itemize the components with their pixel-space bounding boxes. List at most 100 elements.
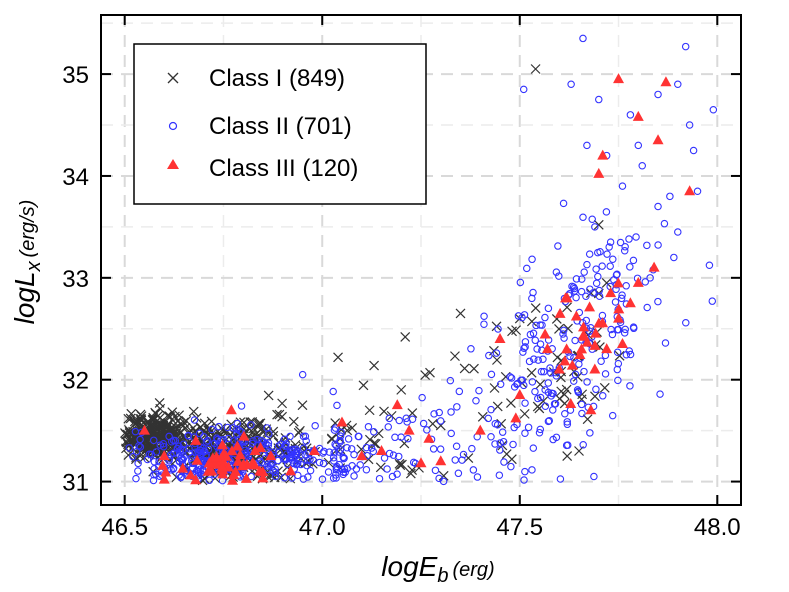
point-class-ii-701-579 xyxy=(599,392,607,400)
point-class-i-849-504 xyxy=(254,420,264,431)
point-class-ii-701-442 xyxy=(547,369,555,377)
point-class-ii-701-560 xyxy=(632,233,640,241)
point-class-ii-701-554 xyxy=(582,316,591,325)
point-class-ii-701-193 xyxy=(201,447,209,455)
x-axis-title-unit: (erg) xyxy=(452,559,494,581)
point-class-ii-701-401 xyxy=(453,403,461,411)
point-class-ii-701-617 xyxy=(654,241,662,249)
point-class-iii-120-0 xyxy=(160,466,172,477)
point-class-ii-701-625 xyxy=(656,390,664,398)
point-class-ii-701-651 xyxy=(654,202,662,211)
point-class-ii-701-477 xyxy=(536,321,544,329)
point-class-ii-701-634 xyxy=(685,121,694,129)
point-class-ii-701-490 xyxy=(516,278,525,287)
point-class-ii-701-543 xyxy=(626,350,635,359)
point-class-ii-701-590 xyxy=(613,325,622,334)
point-class-ii-701-616 xyxy=(572,275,581,283)
point-class-iii-120-58 xyxy=(559,355,571,366)
point-class-ii-701-137 xyxy=(247,421,255,429)
point-class-ii-701-391 xyxy=(370,428,378,436)
point-class-i-849-577 xyxy=(450,351,460,362)
point-class-ii-701-510 xyxy=(526,330,535,339)
point-class-iii-120-52 xyxy=(613,303,625,314)
point-class-iii-120-47 xyxy=(554,307,566,318)
point-class-ii-701-511 xyxy=(494,325,502,333)
point-class-ii-701-370 xyxy=(362,465,371,474)
point-class-i-849-530 xyxy=(407,465,418,476)
point-class-ii-701-542 xyxy=(654,297,662,306)
point-class-ii-701-212 xyxy=(330,457,338,465)
point-class-i-849-536 xyxy=(373,428,384,439)
point-class-iii-120-75 xyxy=(605,287,617,298)
point-class-iii-120-38 xyxy=(240,472,252,483)
point-class-i-849-533 xyxy=(369,360,380,371)
point-class-ii-701-184 xyxy=(150,471,158,479)
point-class-iii-120-93 xyxy=(391,399,403,410)
point-class-ii-701-552 xyxy=(595,286,604,295)
point-class-ii-701-333 xyxy=(344,435,353,443)
point-class-ii-701-323 xyxy=(293,447,301,456)
point-class-ii-701-238 xyxy=(267,459,276,468)
point-class-i-849-274 xyxy=(158,420,169,431)
point-class-ii-701-641 xyxy=(670,253,678,262)
y-tick-label: 32 xyxy=(62,368,89,395)
point-class-ii-701-396 xyxy=(384,423,393,431)
point-class-iii-120-51 xyxy=(612,277,624,288)
point-class-ii-701-422 xyxy=(579,441,587,449)
point-class-ii-701-130 xyxy=(169,436,178,445)
point-class-ii-701-501 xyxy=(480,312,488,320)
point-class-ii-701-420 xyxy=(549,406,557,414)
point-class-i-849-603 xyxy=(614,350,625,361)
point-class-ii-701-512 xyxy=(608,411,617,420)
point-class-i-849-622 xyxy=(364,405,375,416)
point-class-ii-701-472 xyxy=(496,446,504,454)
point-class-i-849-625 xyxy=(562,451,573,462)
point-class-ii-701-344 xyxy=(395,416,404,425)
point-class-ii-701-429 xyxy=(498,428,507,436)
point-class-iii-120-73 xyxy=(632,276,644,287)
point-class-i-849-560 xyxy=(519,408,530,419)
point-class-i-849-256 xyxy=(141,417,152,428)
point-class-ii-701-271 xyxy=(265,430,273,438)
point-class-ii-701-540 xyxy=(625,235,633,243)
x-axis-title-main: logE xyxy=(381,551,437,582)
point-class-i-849-583 xyxy=(420,370,431,380)
point-class-ii-701-475 xyxy=(507,462,515,471)
point-class-ii-701-26 xyxy=(179,440,188,448)
point-class-ii-701-383 xyxy=(409,458,418,467)
point-class-ii-701-215 xyxy=(329,454,338,462)
point-class-ii-701-567 xyxy=(641,278,650,286)
point-class-ii-701-360 xyxy=(333,401,341,410)
point-class-ii-701-522 xyxy=(602,208,611,216)
point-class-ii-701-521 xyxy=(585,250,594,258)
point-class-ii-701-570 xyxy=(643,303,651,312)
point-class-ii-701-644 xyxy=(693,187,702,195)
point-class-iii-120-15 xyxy=(191,454,203,465)
point-class-iii-120-81 xyxy=(585,404,597,415)
point-class-iii-120-100 xyxy=(249,445,261,456)
legend-marker-class-iii xyxy=(167,159,179,169)
point-class-iii-120-101 xyxy=(225,404,237,415)
point-class-ii-701-160 xyxy=(253,435,261,444)
point-class-iii-120-54 xyxy=(574,348,586,359)
point-class-ii-701-636 xyxy=(567,80,575,89)
point-class-ii-701-343 xyxy=(329,387,337,396)
y-tick-label: 34 xyxy=(62,164,89,191)
point-class-i-849-220 xyxy=(162,410,173,421)
point-class-ii-701-435 xyxy=(577,400,586,409)
point-class-ii-701-519 xyxy=(563,418,571,426)
point-class-ii-701-565 xyxy=(531,387,539,396)
point-class-ii-701-553 xyxy=(520,311,529,319)
point-class-iii-120-33 xyxy=(216,461,228,472)
legend-box xyxy=(133,43,427,205)
data-points xyxy=(120,34,718,486)
point-class-iii-120-74 xyxy=(624,297,636,308)
point-class-ii-701-551 xyxy=(583,260,591,269)
point-class-i-849-627 xyxy=(601,277,612,288)
point-class-ii-701-497 xyxy=(496,380,505,389)
point-class-i-849-296 xyxy=(160,427,171,437)
point-class-iii-120-49 xyxy=(581,336,593,347)
point-class-ii-701-309 xyxy=(385,449,394,458)
point-class-ii-701-325 xyxy=(332,464,341,472)
point-class-ii-701-116 xyxy=(159,442,168,451)
